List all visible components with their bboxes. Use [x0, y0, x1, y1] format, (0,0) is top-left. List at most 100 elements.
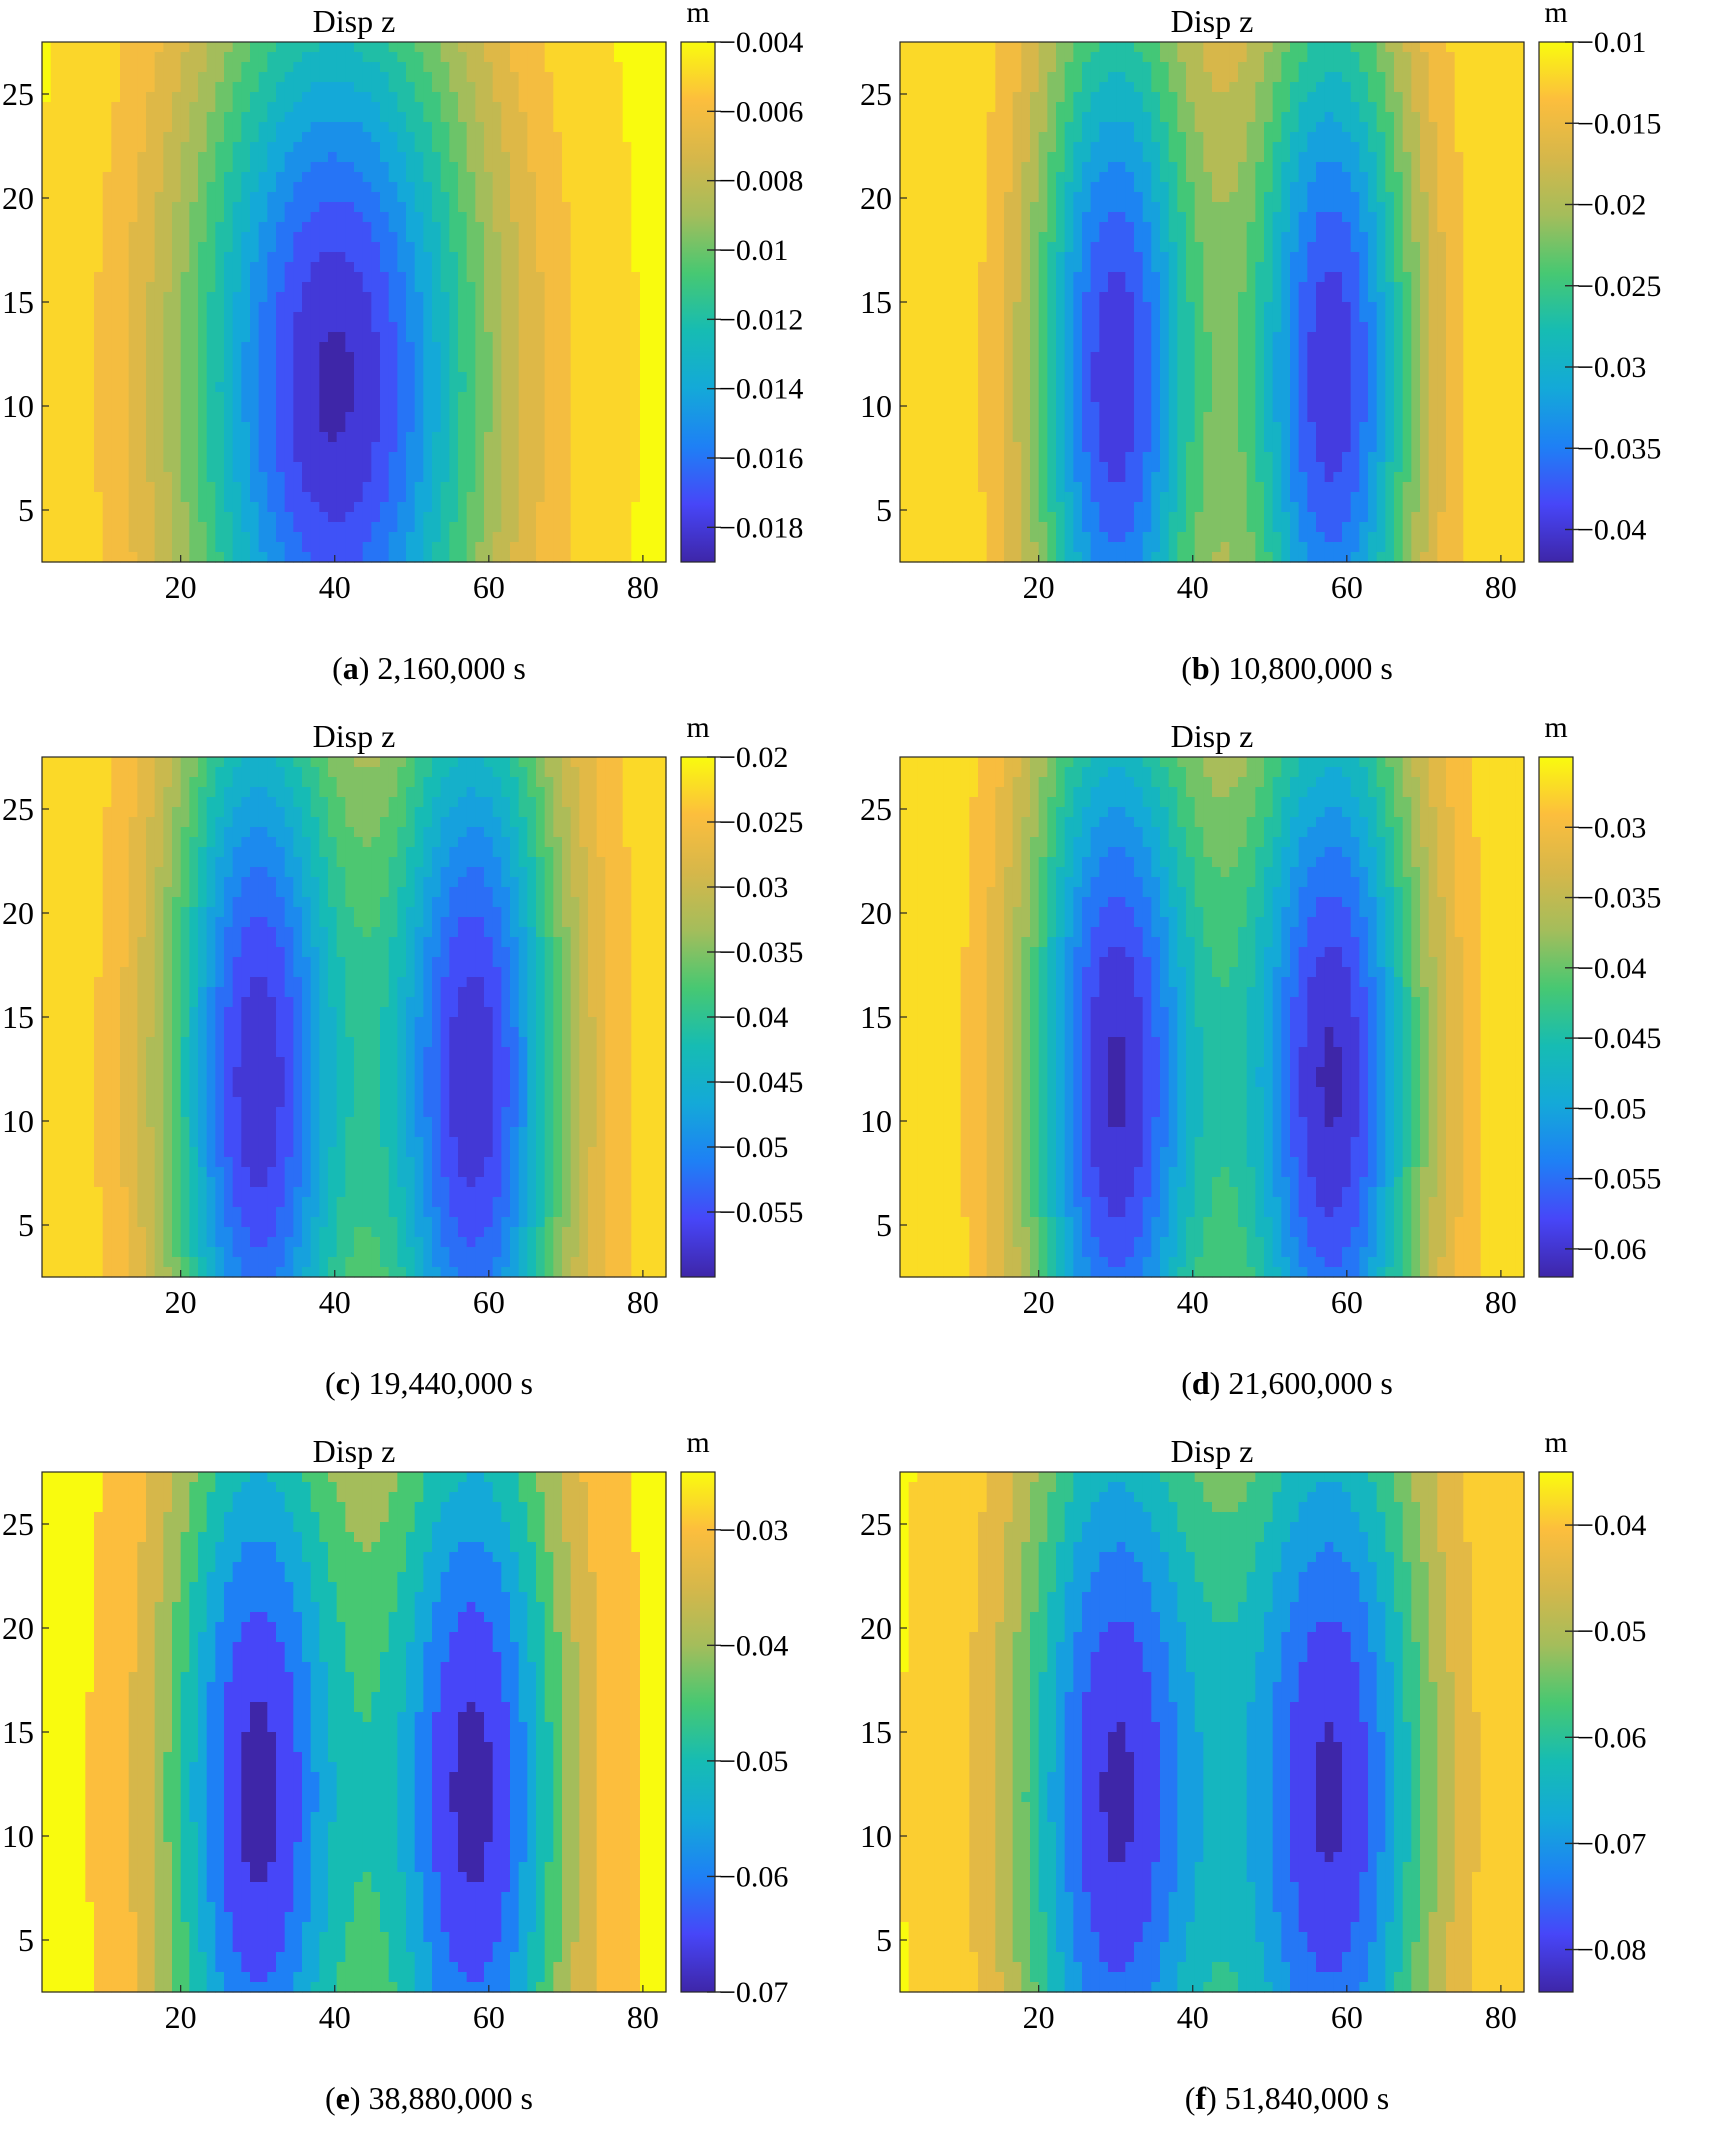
contour-cell: [466, 162, 476, 173]
contour-cell: [68, 282, 78, 293]
contour-cell: [510, 402, 520, 413]
contour-cell: [466, 552, 476, 563]
contour-cell: [59, 452, 69, 463]
contour-cell: [1108, 172, 1118, 183]
contour-cell: [206, 272, 216, 283]
contour-cell: [622, 112, 632, 123]
contour-cell: [362, 412, 372, 423]
contour-cell: [1255, 172, 1265, 183]
contour-cell: [484, 222, 494, 233]
contour-cell: [224, 182, 234, 193]
contour-cell: [1082, 162, 1092, 173]
contour-cell: [198, 412, 208, 423]
contour-cell: [1316, 162, 1326, 173]
contour-cell: [102, 322, 112, 333]
contour-cell: [492, 552, 502, 563]
contour-cell: [414, 452, 424, 463]
contour-cell: [102, 552, 112, 563]
contour-cell: [319, 452, 329, 463]
contour-cell: [423, 402, 433, 413]
contour-cell: [68, 192, 78, 203]
contour-cell: [1290, 52, 1300, 63]
contour-cell: [50, 72, 60, 83]
contour-cell: [1047, 42, 1057, 53]
contour-cell: [579, 402, 589, 413]
contour-cell: [1290, 92, 1300, 103]
contour-cell: [128, 92, 138, 103]
contour-cell: [1238, 142, 1248, 153]
contour-cell: [163, 152, 173, 163]
contour-cell: [1272, 62, 1282, 73]
contour-cell: [1220, 102, 1230, 113]
contour-cell: [640, 482, 650, 493]
contour-cell: [206, 202, 216, 213]
contour-cell: [527, 302, 537, 313]
contour-cell: [328, 112, 338, 123]
contour-cell: [1472, 62, 1482, 73]
contour-cell: [458, 472, 468, 483]
contour-cell: [544, 412, 554, 423]
contour-cell: [553, 542, 563, 553]
contour-cell: [414, 202, 424, 213]
contour-cell: [1194, 192, 1204, 203]
contour-cell: [68, 532, 78, 543]
contour-cell: [224, 272, 234, 283]
contour-cell: [475, 502, 485, 513]
contour-cell: [466, 272, 476, 283]
contour-cell: [440, 372, 450, 383]
contour-cell: [492, 112, 502, 123]
contour-cell: [1168, 192, 1178, 203]
contour-cell: [68, 252, 78, 263]
contour-cell: [1099, 52, 1109, 63]
contour-cell: [310, 472, 320, 483]
contour-cell: [1246, 202, 1256, 213]
contour-cell: [276, 342, 286, 353]
contour-cell: [328, 382, 338, 393]
contour-cell: [562, 132, 572, 143]
contour-cell: [1142, 82, 1152, 93]
contour-cell: [111, 482, 121, 493]
contour-cell: [215, 92, 225, 103]
contour-cell: [622, 362, 632, 373]
contour-cell: [588, 272, 598, 283]
contour-cell: [328, 312, 338, 323]
contour-cell: [198, 312, 208, 323]
contour-cell: [414, 182, 424, 193]
contour-cell: [345, 422, 355, 433]
contour-cell: [588, 552, 598, 563]
contour-cell: [250, 422, 260, 433]
contour-cell: [42, 442, 52, 453]
contour-cell: [466, 302, 476, 313]
contour-cell: [544, 202, 554, 213]
contour-cell: [588, 472, 598, 483]
contour-cell: [293, 342, 303, 353]
contour-cell: [1255, 132, 1265, 143]
contour-cell: [527, 412, 537, 423]
contour-cell: [206, 42, 216, 53]
contour-cell: [319, 222, 329, 233]
contour-cell: [406, 342, 416, 353]
contour-cell: [1316, 102, 1326, 113]
contour-cell: [76, 342, 86, 353]
contour-cell: [1212, 122, 1222, 133]
contour-cell: [960, 152, 970, 163]
contour-cell: [553, 142, 563, 153]
contour-cell: [1333, 142, 1343, 153]
contour-cell: [432, 472, 442, 483]
contour-cell: [189, 322, 199, 333]
contour-cell: [1142, 132, 1152, 143]
contour-cell: [293, 142, 303, 153]
contour-cell: [449, 272, 459, 283]
contour-cell: [1099, 42, 1109, 53]
contour-cell: [484, 192, 494, 203]
contour-cell: [510, 442, 520, 453]
contour-cell: [917, 192, 927, 203]
contour-cell: [1064, 152, 1074, 163]
contour-cell: [640, 162, 650, 173]
contour-cell: [397, 352, 407, 363]
contour-cell: [1385, 202, 1395, 213]
contour-cell: [1394, 112, 1404, 123]
contour-cell: [475, 332, 485, 343]
contour-cell: [622, 402, 632, 413]
contour-cell: [640, 42, 650, 53]
